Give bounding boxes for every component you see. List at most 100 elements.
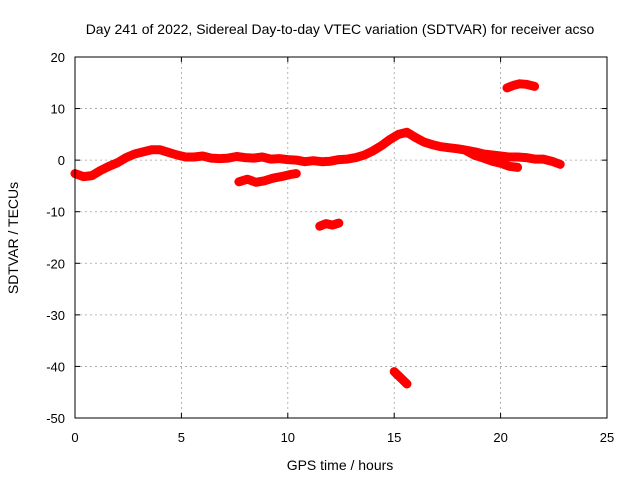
data-point [130,149,139,158]
data-point [139,147,148,156]
data-point [173,150,182,159]
ticks: 0 5 10 15 20 25 -50 -40 -30 -20 -10 0 10 20 [46,50,614,445]
series-segment-minus-12 [315,218,344,231]
data-point [275,154,284,163]
data-point [292,169,301,178]
series-main-arc [70,127,565,182]
data-point [505,162,514,171]
data-point [190,153,199,162]
data-point [181,153,190,162]
data-point [156,145,165,154]
series-lower-arc [234,169,301,187]
data-point [394,130,403,139]
data-layer [70,79,565,389]
data-point [326,157,335,166]
data-point [243,175,252,184]
x-tick-label: 20 [493,430,507,445]
data-point [258,153,267,162]
data-point [411,133,420,142]
data-point [394,371,403,380]
data-point [390,367,399,376]
series-segment-minus-40 [389,367,412,389]
data-point [539,155,548,164]
x-tick-label: 5 [178,430,185,445]
data-point [249,154,258,163]
data-point [322,219,331,228]
data-point [334,155,343,164]
data-point [215,154,224,163]
data-point [79,172,88,181]
data-point [502,83,511,92]
data-point [309,156,318,165]
data-point [471,151,480,160]
y-tick-label: 0 [58,153,65,168]
data-point [334,219,343,228]
data-point [402,128,411,137]
series-branch-arc [462,146,523,172]
y-tick-label: -20 [46,256,65,271]
y-tick-label: -30 [46,308,65,323]
data-point [360,150,369,159]
data-point [509,81,518,90]
data-point [105,162,114,171]
data-point [513,163,522,172]
data-point [207,154,216,163]
data-point [398,375,407,384]
series-segment-plus-14 [502,79,540,93]
data-point [241,153,250,162]
data-point [164,148,173,157]
data-point [251,178,260,187]
y-axis-label: SDTVAR / TECUs [5,182,21,294]
data-point [522,153,531,162]
y-tick-label: 20 [51,50,65,65]
data-point [266,155,275,164]
data-point [522,80,531,89]
data-point [351,153,360,162]
data-point [402,379,411,388]
data-point [283,155,292,164]
data-point [260,176,269,185]
data-point [277,172,286,181]
y-tick-label: 10 [51,102,65,117]
x-tick-label: 25 [600,430,614,445]
data-point [96,166,105,175]
data-point [530,155,539,164]
y-tick-label: -10 [46,205,65,220]
data-point [419,138,428,147]
data-point [377,141,386,150]
chart-title: Day 241 of 2022, Sidereal Day-to-day VTE… [86,21,595,37]
data-point [513,153,522,162]
data-point [328,221,337,230]
data-point [462,146,471,155]
data-point [88,171,97,180]
data-point [530,82,539,91]
plot-frame [74,56,608,419]
x-axis-label: GPS time / hours [287,457,394,473]
data-point [505,153,514,162]
data-point [343,155,352,164]
data-point [556,160,565,169]
data-point [113,158,122,167]
data-point [454,144,463,153]
data-point [496,159,505,168]
x-tick-label: 15 [387,430,401,445]
data-point [198,152,207,161]
y-tick-label: -40 [46,359,65,374]
x-tick-label: 10 [281,430,295,445]
data-point [300,157,309,166]
data-point [547,157,556,166]
data-point [488,157,497,166]
data-point [292,156,301,165]
data-point [147,145,156,154]
data-point [122,153,131,162]
data-point [232,152,241,161]
data-point [479,154,488,163]
series-band [389,367,412,389]
data-point [445,143,454,152]
data-point [315,222,324,231]
x-tick-label: 0 [71,430,78,445]
y-tick-label: -50 [46,411,65,426]
data-point [285,170,294,179]
data-point [368,146,377,155]
